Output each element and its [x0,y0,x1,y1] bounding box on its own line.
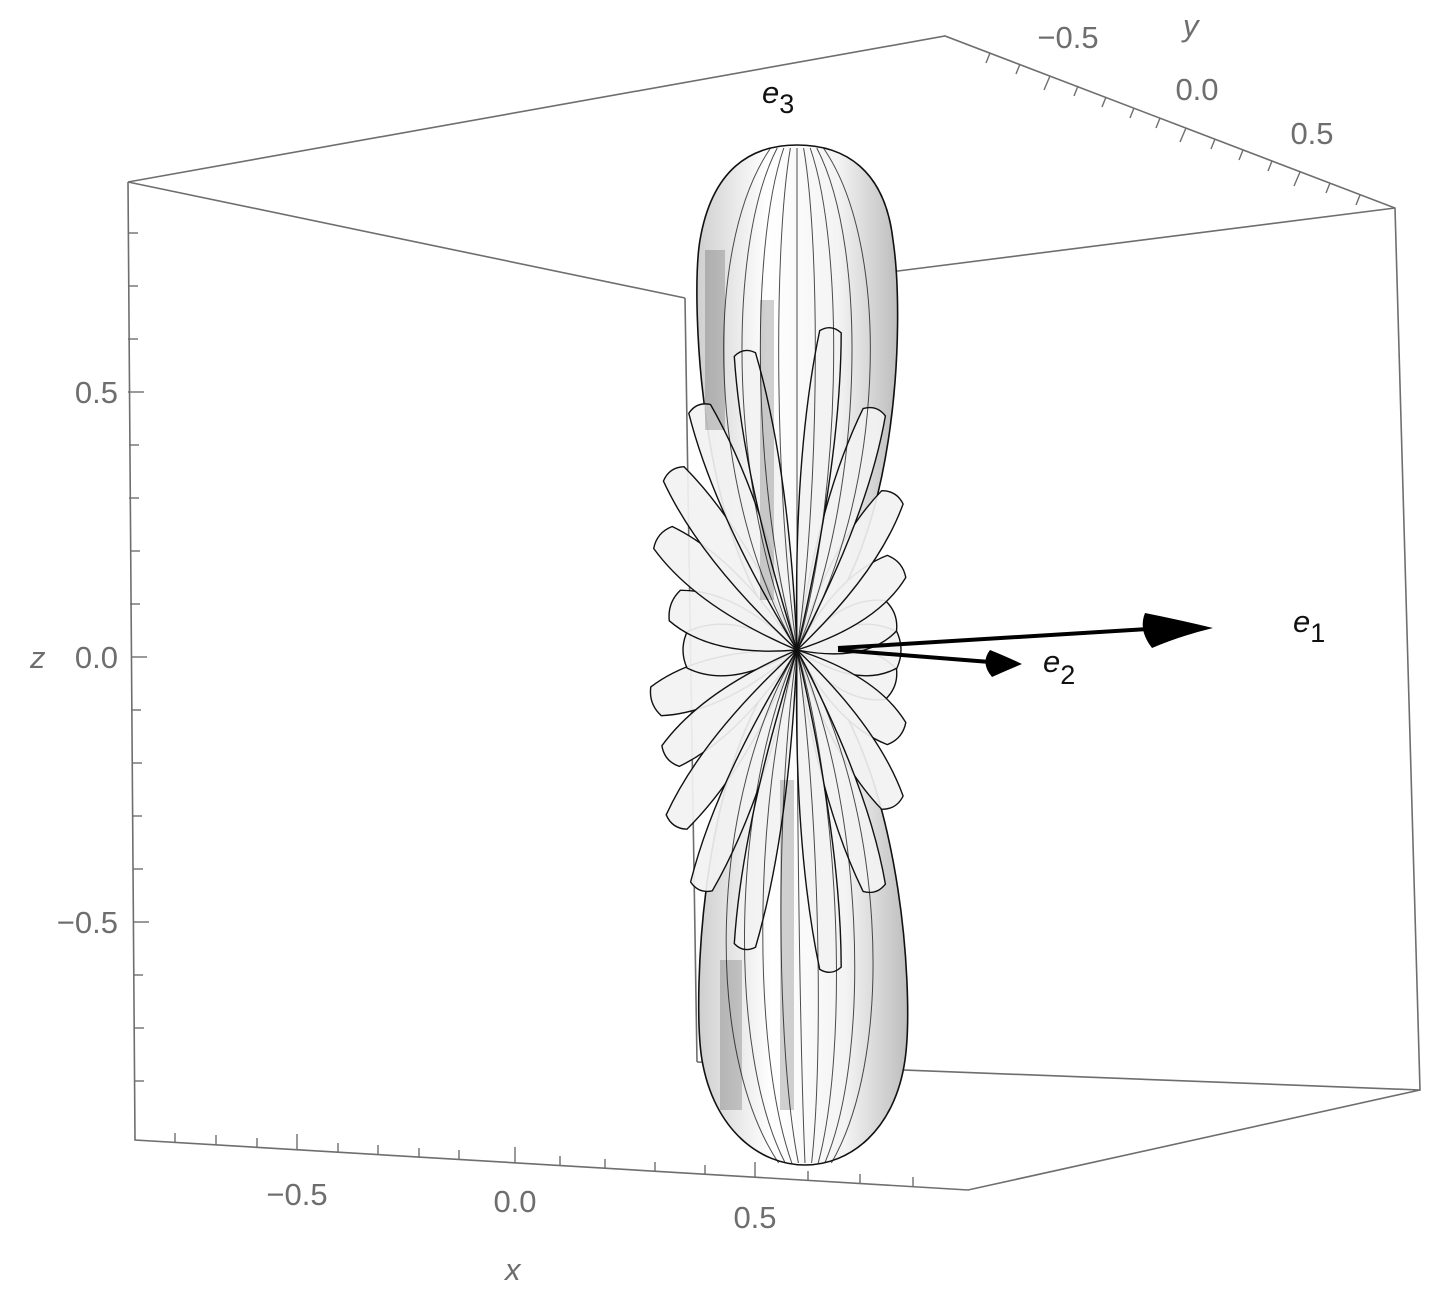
y-tick [1355,194,1361,206]
vector-e1-shaft [837,626,1166,650]
x-tick-label: 0.5 [733,1200,776,1235]
surface-mesh-line [796,147,816,651]
surface-mesh-line [796,649,819,1164]
y-tick [1179,127,1187,143]
basis-vectors [837,613,1213,677]
y-axis-label: y [1181,8,1201,43]
y-tick [1129,107,1135,119]
y-tick-label: 0.0 [1175,72,1218,107]
lobe-surface [649,144,909,1166]
vector-e1-subscript: 1 [1310,618,1325,648]
surface-mesh-line [780,649,799,1164]
vector-e1-letter: e [1293,604,1310,639]
x-tick-label: −0.5 [266,1177,327,1212]
box-edge-back-top-right [889,207,1396,273]
surface-mesh-line [796,649,874,1164]
vector-e2-label: e2 [1043,644,1075,690]
surface-mesh-line [796,649,837,1164]
vector-e2-arrowhead [985,650,1022,677]
y-tick [1155,117,1161,129]
surface-mesh-line [725,649,798,1164]
y-tick [1238,149,1244,161]
y-tick [1043,75,1051,91]
z-tick-label: 0.5 [75,375,118,410]
surface-mesh-line [796,147,871,651]
surface-mesh-line [778,147,798,651]
side-lobe-petal [733,349,798,651]
vector-e1-arrowhead [1142,613,1213,648]
y-tick [985,52,991,64]
x-tick-label: 0.0 [493,1184,536,1219]
surface-mesh-line [759,147,798,651]
vector-e2-shaft [837,648,991,664]
y-tick [1073,85,1079,97]
surface-shade [780,780,794,1110]
surface-mesh-line [796,649,856,1164]
z-axis-label: z [29,640,46,675]
vector-e2-letter: e [1043,644,1060,679]
x-axis-ticks [174,1133,914,1187]
z-axis-ticks [128,232,149,1082]
y-tick [1325,182,1331,194]
surface-shade [705,250,725,430]
y-tick [1101,96,1107,108]
surface-mesh-line [744,649,798,1164]
y-tick-label: 0.5 [1290,116,1333,151]
vector-e2-subscript: 2 [1060,660,1075,690]
y-tick [1267,160,1273,172]
vector-e3-letter: e [762,75,779,110]
y-tick [1015,63,1021,75]
y-tick [1293,171,1301,187]
z-tick-label: −0.5 [57,905,118,940]
z-tick-label: 0.0 [75,640,118,675]
surface-mesh-line [796,147,835,651]
y-tick [1210,138,1216,150]
x-axis-label: x [503,1252,522,1287]
surface-shade [760,300,774,600]
surface-mesh-line [796,147,853,651]
surface-mesh-line [796,649,806,1164]
box-edge-back-top [127,181,686,299]
side-lobe-petal [795,327,842,651]
surface-mesh-line [762,649,798,1164]
surface-shade [720,960,742,1110]
y-tick-label: −0.5 [1037,20,1098,55]
y-axis-ticks [985,52,1361,206]
vector-e3-label: e3 [762,75,794,119]
surface-mesh-line [741,147,798,651]
vector-e1-label: e1 [1293,604,1325,648]
surface-mesh-line [723,147,798,651]
vector-e3-subscript: 3 [779,89,794,119]
